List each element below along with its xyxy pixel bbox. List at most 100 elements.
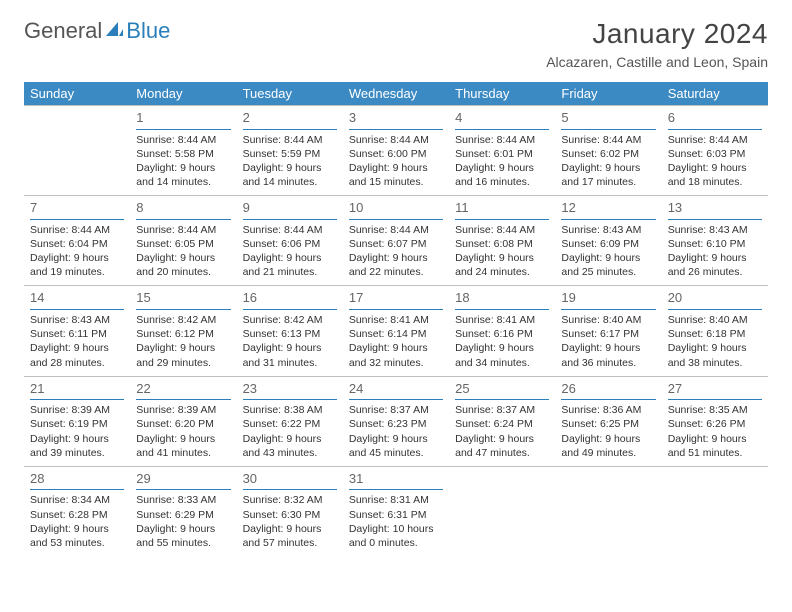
sunset-value: 6:28 PM (69, 509, 108, 521)
daylight-label: Daylight: (561, 252, 602, 264)
sunset-value: 5:58 PM (175, 148, 214, 160)
sunrise-value: 8:44 AM (178, 134, 217, 146)
sunset-value: 6:20 PM (175, 418, 214, 430)
sunrise-label: Sunrise: (30, 224, 69, 236)
daylight-line: Daylight: 9 hours and 53 minutes. (30, 522, 124, 550)
daylight-line: Daylight: 9 hours and 34 minutes. (455, 341, 549, 369)
sunset-label: Sunset: (455, 418, 491, 430)
day-number: 8 (136, 196, 230, 220)
sunrise-value: 8:42 AM (284, 314, 323, 326)
daylight-label: Daylight: (136, 342, 177, 354)
sunrise-value: 8:44 AM (284, 134, 323, 146)
calendar-cell: 17Sunrise: 8:41 AMSunset: 6:14 PMDayligh… (343, 286, 449, 376)
daylight-line: Daylight: 9 hours and 20 minutes. (136, 251, 230, 279)
sunset-value: 6:24 PM (494, 418, 533, 430)
sunrise-value: 8:38 AM (284, 404, 323, 416)
sunset-line: Sunset: 6:05 PM (136, 237, 230, 251)
sunset-value: 6:13 PM (281, 328, 320, 340)
daylight-label: Daylight: (561, 433, 602, 445)
sunrise-label: Sunrise: (243, 134, 282, 146)
calendar-cell: 12Sunrise: 8:43 AMSunset: 6:09 PMDayligh… (555, 196, 661, 286)
calendar-body: .1Sunrise: 8:44 AMSunset: 5:58 PMDayligh… (24, 106, 768, 557)
sunrise-line: Sunrise: 8:44 AM (349, 223, 443, 237)
calendar-cell: 4Sunrise: 8:44 AMSunset: 6:01 PMDaylight… (449, 106, 555, 196)
calendar-week: 14Sunrise: 8:43 AMSunset: 6:11 PMDayligh… (24, 286, 768, 376)
sunrise-line: Sunrise: 8:34 AM (30, 493, 124, 507)
sunset-value: 6:22 PM (281, 418, 320, 430)
calendar-week: 21Sunrise: 8:39 AMSunset: 6:19 PMDayligh… (24, 376, 768, 466)
daylight-label: Daylight: (30, 433, 71, 445)
sunrise-label: Sunrise: (136, 314, 175, 326)
calendar-week: 28Sunrise: 8:34 AMSunset: 6:28 PMDayligh… (24, 466, 768, 556)
sunrise-line: Sunrise: 8:44 AM (243, 223, 337, 237)
daylight-line: Daylight: 9 hours and 17 minutes. (561, 161, 655, 189)
sunset-label: Sunset: (668, 418, 704, 430)
sunrise-value: 8:43 AM (603, 224, 642, 236)
calendar-cell: 14Sunrise: 8:43 AMSunset: 6:11 PMDayligh… (24, 286, 130, 376)
sunset-label: Sunset: (136, 148, 172, 160)
weekday-header: Saturday (662, 82, 768, 106)
daylight-label: Daylight: (243, 433, 284, 445)
daylight-line: Daylight: 9 hours and 43 minutes. (243, 432, 337, 460)
day-number: 25 (455, 377, 549, 401)
sunrise-label: Sunrise: (349, 224, 388, 236)
sunrise-value: 8:37 AM (390, 404, 429, 416)
sunset-line: Sunset: 6:19 PM (30, 417, 124, 431)
day-number: 14 (30, 286, 124, 310)
daylight-label: Daylight: (30, 252, 71, 264)
daylight-line: Daylight: 9 hours and 47 minutes. (455, 432, 549, 460)
sunset-value: 6:07 PM (387, 238, 426, 250)
sunset-line: Sunset: 6:18 PM (668, 327, 762, 341)
sunrise-label: Sunrise: (455, 134, 494, 146)
calendar-week: 7Sunrise: 8:44 AMSunset: 6:04 PMDaylight… (24, 196, 768, 286)
calendar-cell: 13Sunrise: 8:43 AMSunset: 6:10 PMDayligh… (662, 196, 768, 286)
daylight-label: Daylight: (349, 342, 390, 354)
sunset-line: Sunset: 5:58 PM (136, 147, 230, 161)
daylight-line: Daylight: 9 hours and 18 minutes. (668, 161, 762, 189)
sunset-label: Sunset: (136, 418, 172, 430)
daylight-label: Daylight: (30, 523, 71, 535)
sunrise-line: Sunrise: 8:44 AM (136, 133, 230, 147)
sunrise-value: 8:44 AM (709, 134, 748, 146)
sunrise-label: Sunrise: (561, 404, 600, 416)
weekday-header: Tuesday (237, 82, 343, 106)
daylight-line: Daylight: 9 hours and 26 minutes. (668, 251, 762, 279)
sunrise-label: Sunrise: (243, 224, 282, 236)
daylight-line: Daylight: 9 hours and 32 minutes. (349, 341, 443, 369)
day-number: 27 (668, 377, 762, 401)
day-number: 10 (349, 196, 443, 220)
sunrise-value: 8:44 AM (497, 134, 536, 146)
day-number: 17 (349, 286, 443, 310)
daylight-label: Daylight: (455, 433, 496, 445)
daylight-label: Daylight: (30, 342, 71, 354)
sunset-label: Sunset: (349, 418, 385, 430)
sunrise-value: 8:39 AM (71, 404, 110, 416)
sunset-label: Sunset: (30, 238, 66, 250)
sunrise-line: Sunrise: 8:37 AM (349, 403, 443, 417)
day-number: 5 (561, 106, 655, 130)
daylight-line: Daylight: 9 hours and 55 minutes. (136, 522, 230, 550)
daylight-line: Daylight: 9 hours and 22 minutes. (349, 251, 443, 279)
calendar-cell: 22Sunrise: 8:39 AMSunset: 6:20 PMDayligh… (130, 376, 236, 466)
sunrise-line: Sunrise: 8:38 AM (243, 403, 337, 417)
calendar-cell: 25Sunrise: 8:37 AMSunset: 6:24 PMDayligh… (449, 376, 555, 466)
sunset-label: Sunset: (561, 328, 597, 340)
sunrise-line: Sunrise: 8:32 AM (243, 493, 337, 507)
sunset-label: Sunset: (561, 238, 597, 250)
sunrise-value: 8:33 AM (178, 494, 217, 506)
sunset-label: Sunset: (243, 418, 279, 430)
sunrise-line: Sunrise: 8:44 AM (455, 133, 549, 147)
day-number: 1 (136, 106, 230, 130)
calendar-cell: . (24, 106, 130, 196)
daylight-line: Daylight: 9 hours and 36 minutes. (561, 341, 655, 369)
sunrise-line: Sunrise: 8:44 AM (136, 223, 230, 237)
calendar-cell: 21Sunrise: 8:39 AMSunset: 6:19 PMDayligh… (24, 376, 130, 466)
sunrise-label: Sunrise: (136, 404, 175, 416)
sunrise-line: Sunrise: 8:44 AM (561, 133, 655, 147)
daylight-label: Daylight: (136, 252, 177, 264)
weekday-header: Wednesday (343, 82, 449, 106)
daylight-label: Daylight: (243, 342, 284, 354)
calendar-table: SundayMondayTuesdayWednesdayThursdayFrid… (24, 82, 768, 556)
sunrise-value: 8:40 AM (603, 314, 642, 326)
sunset-line: Sunset: 5:59 PM (243, 147, 337, 161)
